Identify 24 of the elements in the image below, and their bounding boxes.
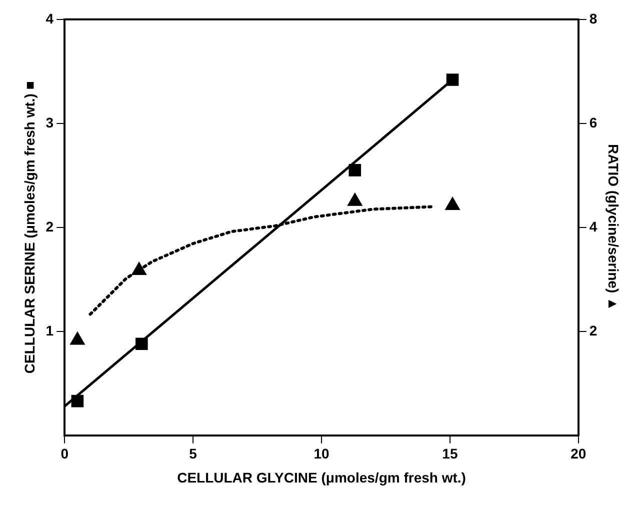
y2-tick-label: 6	[589, 114, 598, 130]
x-tick-label: 5	[189, 446, 198, 462]
point	[71, 394, 84, 408]
point	[347, 192, 362, 206]
x-tick-label: 10	[314, 446, 330, 462]
y2-tick-label: 2	[589, 322, 598, 338]
y2-tick-label: 4	[589, 218, 598, 234]
y-tick-label: 3	[46, 114, 54, 130]
point	[348, 164, 362, 176]
y2-axis-title: RATIO (glycine/serine) ▲	[606, 144, 622, 311]
point	[445, 197, 460, 210]
point	[132, 262, 147, 276]
x-axis-title: CELLULAR GLYCINE (μmoles/gm fresh wt.)	[177, 469, 466, 486]
x-tick-label: 0	[60, 446, 69, 462]
y-tick-label: 4	[46, 10, 54, 26]
y-tick-label: 2	[46, 218, 54, 234]
point	[446, 74, 459, 86]
y2-tick-label: 8	[589, 10, 598, 26]
y-axis-title: CELLULAR SERINE (μmoles/gm fresh wt.) ■	[21, 81, 38, 374]
x-tick-label: 15	[442, 446, 458, 462]
y-tick-label: 1	[46, 322, 54, 338]
x-tick-label: 20	[570, 446, 586, 462]
point	[70, 332, 85, 345]
point	[136, 338, 148, 350]
